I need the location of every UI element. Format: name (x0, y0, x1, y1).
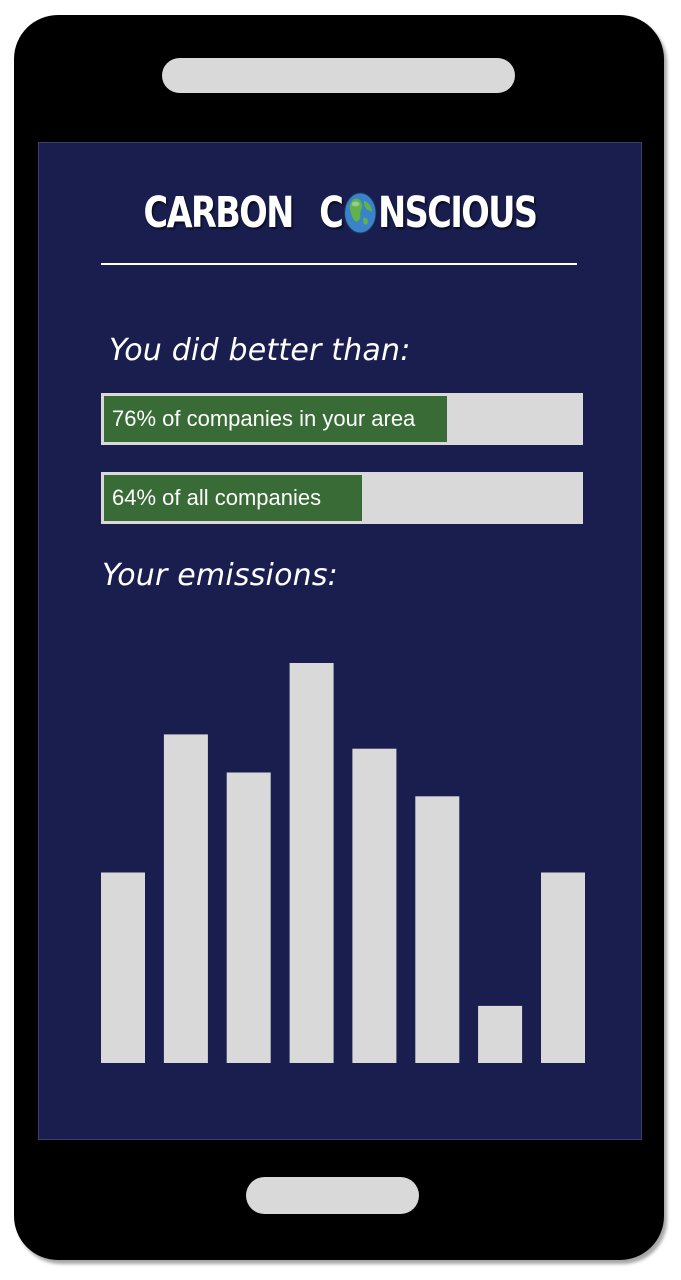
logo-word-conscious: C NSCIOUS (319, 188, 538, 238)
emissions-bar (415, 796, 460, 1063)
emissions-bar (289, 663, 334, 1063)
emissions-bar (163, 734, 208, 1063)
emissions-heading: Your emissions: (102, 558, 338, 593)
header-divider (101, 263, 577, 265)
app-screen: CARBON C NSCIOUS You did better than: 76… (38, 142, 642, 1140)
phone-frame: CARBON C NSCIOUS You did better than: 76… (14, 15, 664, 1260)
emissions-bar-chart (101, 663, 585, 1063)
comparison-heading: You did better than: (109, 333, 411, 368)
progress-fill-all (104, 475, 362, 521)
progress-bar-area: 76% of companies in your area (101, 393, 583, 445)
app-logo: CARBON C NSCIOUS (105, 183, 575, 243)
emissions-bar (226, 772, 271, 1063)
emissions-bar (478, 1005, 523, 1063)
emissions-bar (352, 748, 397, 1063)
home-button[interactable] (246, 1177, 419, 1214)
globe-icon (344, 192, 377, 234)
emissions-bar (101, 872, 145, 1063)
emissions-bar (541, 872, 585, 1063)
progress-fill-area (104, 396, 447, 442)
logo-word-carbon: CARBON (143, 188, 295, 238)
phone-speaker (162, 58, 515, 93)
progress-label-area: 76% of companies in your area (112, 406, 416, 431)
logo-letter-c: C (319, 188, 344, 238)
progress-label-all: 64% of all companies (112, 485, 322, 510)
progress-bar-all: 64% of all companies (101, 472, 583, 524)
logo-letters-nscious: NSCIOUS (378, 188, 538, 238)
